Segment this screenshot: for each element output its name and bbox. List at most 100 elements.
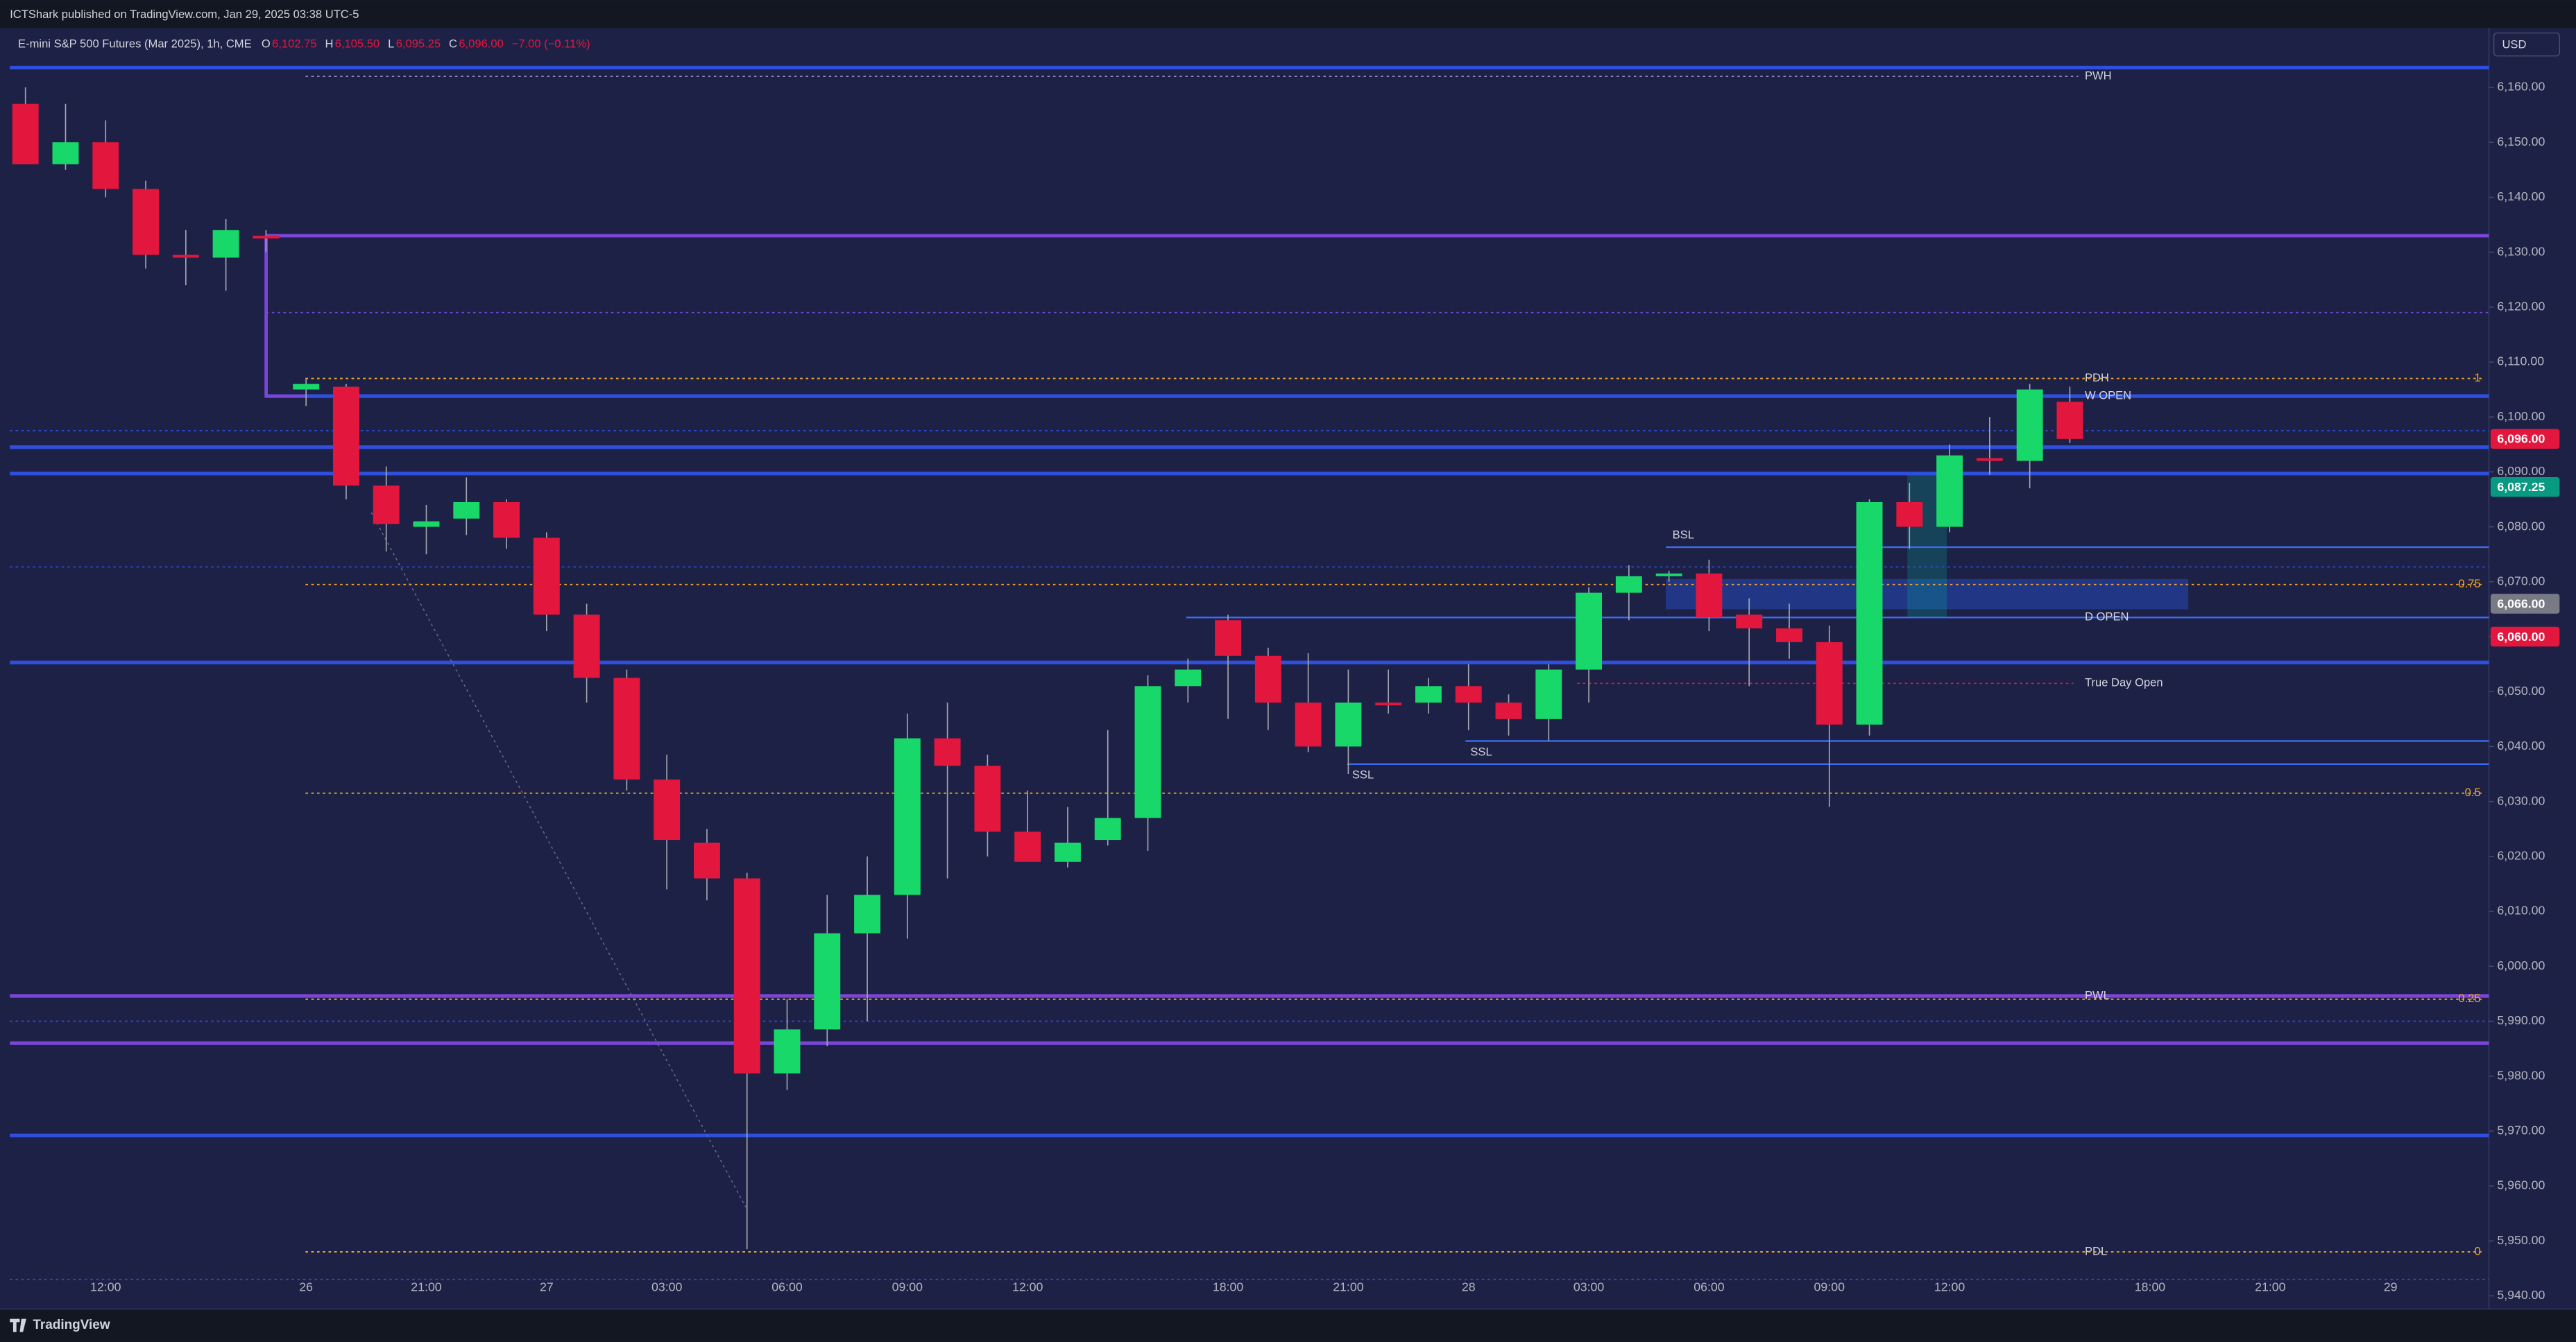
x-tick-label: 06:00 bbox=[771, 1280, 803, 1293]
candle-body bbox=[974, 766, 1001, 832]
fib-label: 0.25 bbox=[2458, 992, 2480, 1005]
candle-body bbox=[2016, 389, 2043, 461]
fib-label: 0.5 bbox=[2465, 786, 2481, 799]
x-tick-label: 06:00 bbox=[1694, 1280, 1725, 1293]
candle-body bbox=[453, 501, 480, 519]
y-tick-label: 6,040.00 bbox=[2497, 739, 2545, 752]
x-tick-label: 21:00 bbox=[411, 1280, 442, 1293]
candle-body bbox=[1615, 576, 1642, 593]
y-tick-label: 6,030.00 bbox=[2497, 793, 2545, 807]
x-tick-label: 12:00 bbox=[90, 1280, 121, 1293]
candle-body bbox=[1976, 458, 2003, 461]
y-tick-label: 5,950.00 bbox=[2497, 1233, 2545, 1247]
x-tick-label: 18:00 bbox=[1213, 1280, 1244, 1293]
logo-icon bbox=[10, 1318, 26, 1332]
y-tick-label: 5,980.00 bbox=[2497, 1068, 2545, 1082]
top-bar bbox=[0, 0, 2576, 28]
price-tag bbox=[2490, 626, 2560, 647]
level-label: True Day Open bbox=[2085, 676, 2163, 689]
x-tick-label: 28 bbox=[1462, 1280, 1476, 1293]
candle-body bbox=[253, 235, 280, 239]
ohlc-value: 6,095.25 bbox=[396, 37, 441, 50]
candle-body bbox=[1776, 628, 1802, 642]
candle-body bbox=[172, 255, 199, 258]
trend-line bbox=[370, 512, 747, 1207]
x-tick-label: 12:00 bbox=[1934, 1280, 1965, 1293]
candle-body bbox=[1696, 573, 1723, 618]
ohlc-key: O bbox=[262, 37, 271, 50]
candle-body bbox=[654, 779, 681, 841]
candle-body bbox=[533, 537, 560, 615]
change: −7.00 (−0.11%) bbox=[512, 37, 590, 50]
candle-body bbox=[1014, 832, 1041, 862]
candle-body bbox=[1655, 573, 1682, 576]
ohlc-value: 6,096.00 bbox=[459, 37, 503, 50]
candle-body bbox=[1134, 686, 1161, 818]
x-tick-label: 29 bbox=[2384, 1280, 2398, 1293]
price-tag-label: 6,066.00 bbox=[2497, 596, 2545, 610]
y-tick-label: 6,080.00 bbox=[2497, 519, 2545, 533]
candle-body bbox=[293, 384, 320, 390]
candle-body bbox=[332, 386, 359, 486]
level-label: PWL bbox=[2085, 988, 2110, 1001]
price-tag bbox=[2490, 429, 2560, 449]
fib-label: 1 bbox=[2474, 371, 2480, 384]
y-tick-label: 6,000.00 bbox=[2497, 958, 2545, 972]
y-tick-label: 5,970.00 bbox=[2497, 1124, 2545, 1137]
candle-body bbox=[1535, 669, 1562, 719]
y-tick-label: 6,090.00 bbox=[2497, 464, 2545, 478]
candle-body bbox=[1094, 818, 1121, 841]
y-tick-label: 6,110.00 bbox=[2497, 354, 2544, 368]
price-tag-label: 6,060.00 bbox=[2497, 630, 2545, 644]
candle-body bbox=[733, 878, 760, 1074]
y-tick-label: 6,050.00 bbox=[2497, 684, 2545, 698]
candle-body bbox=[1055, 843, 1081, 862]
legend-header: E-mini S&P 500 Futures (Mar 2025), 1h, C… bbox=[18, 37, 590, 50]
candle-body bbox=[1415, 686, 1442, 703]
price-tag bbox=[2490, 594, 2560, 614]
x-tick-label: 09:00 bbox=[1814, 1280, 1845, 1293]
candle-body bbox=[1295, 703, 1322, 747]
candle-body bbox=[693, 843, 720, 879]
y-tick-label: 5,990.00 bbox=[2497, 1013, 2545, 1027]
connector bbox=[264, 235, 306, 398]
price-tag bbox=[2490, 476, 2560, 497]
candle-body bbox=[854, 895, 881, 934]
level-label: PDL bbox=[2085, 1244, 2107, 1257]
candle-body bbox=[212, 230, 239, 258]
symbol: E-mini S&P 500 Futures (Mar 2025), 1h, C… bbox=[18, 37, 252, 50]
bottom-bar bbox=[0, 1309, 2576, 1342]
y-tick-label: 6,070.00 bbox=[2497, 574, 2545, 587]
fib-label: 0.75 bbox=[2458, 577, 2480, 590]
x-tick-label: 21:00 bbox=[1333, 1280, 1364, 1293]
level-label: BSL bbox=[1673, 528, 1694, 542]
candle-body bbox=[1936, 455, 1963, 527]
candle-body bbox=[934, 738, 961, 766]
x-tick-label: 03:00 bbox=[651, 1280, 683, 1293]
candle-body bbox=[774, 1029, 801, 1074]
y-tick-label: 6,160.00 bbox=[2497, 80, 2545, 94]
x-tick-label: 18:00 bbox=[2135, 1280, 2166, 1293]
ohlc-value: 6,102.75 bbox=[272, 37, 316, 50]
y-tick-label: 6,130.00 bbox=[2497, 244, 2545, 258]
y-tick-label: 6,010.00 bbox=[2497, 904, 2545, 918]
candle-body bbox=[1736, 614, 1763, 629]
candle-body bbox=[1856, 501, 1883, 725]
fib-label: 0 bbox=[2474, 1244, 2480, 1257]
candle-body bbox=[92, 142, 119, 189]
ohlc-key: C bbox=[449, 37, 457, 50]
currency[interactable]: USD bbox=[2502, 38, 2526, 51]
candle-body bbox=[1254, 655, 1281, 703]
ohlc-key: H bbox=[325, 37, 333, 50]
candle-body bbox=[573, 614, 600, 678]
ohlc-key: L bbox=[388, 37, 394, 50]
publisher: ICTShark published on TradingView.com, J… bbox=[10, 8, 359, 21]
x-tick-label: 27 bbox=[540, 1280, 554, 1293]
candle-body bbox=[2056, 402, 2083, 439]
y-tick-label: 5,960.00 bbox=[2497, 1178, 2545, 1192]
candle-body bbox=[1375, 703, 1402, 706]
candle-body bbox=[373, 485, 400, 524]
currency-box[interactable] bbox=[2493, 32, 2561, 57]
y-tick-label: 6,140.00 bbox=[2497, 189, 2545, 203]
